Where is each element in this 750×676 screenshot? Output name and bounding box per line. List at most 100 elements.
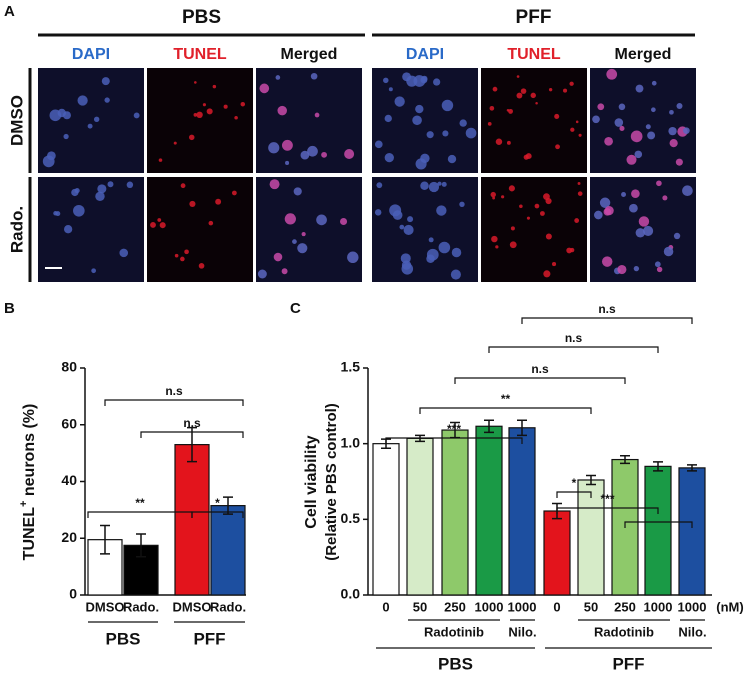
- cell: [402, 72, 411, 82]
- group-label: PBS: [438, 654, 473, 673]
- significance-label: n.s: [531, 362, 549, 376]
- cell: [526, 216, 530, 220]
- significance-bracket: [556, 507, 659, 514]
- cell: [656, 266, 663, 273]
- x-tick-label: 1000: [678, 599, 707, 614]
- cell: [107, 181, 114, 188]
- cell: [465, 127, 477, 139]
- column-label: TUNEL: [507, 46, 561, 63]
- x-tick-label: 250: [444, 599, 466, 614]
- significance-label: n.s: [183, 416, 201, 430]
- cell: [420, 181, 429, 190]
- cell: [374, 209, 382, 216]
- cell: [184, 249, 189, 255]
- significance-bracket: [488, 346, 659, 353]
- cell: [126, 181, 134, 189]
- bar: [210, 505, 246, 596]
- cell: [570, 127, 575, 132]
- x-tick-label: DMSO: [173, 599, 212, 614]
- cell: [196, 111, 203, 119]
- significance-bracket: [521, 317, 693, 324]
- cell: [281, 139, 293, 151]
- cell: [645, 124, 651, 130]
- cell: [606, 68, 618, 80]
- cell: [407, 216, 414, 223]
- error-bar: [620, 455, 630, 465]
- cell: [506, 108, 510, 112]
- cell: [384, 152, 394, 163]
- cell: [157, 218, 162, 222]
- cell: [307, 145, 318, 157]
- cell: [631, 189, 640, 199]
- cell: [223, 104, 228, 109]
- cell: [174, 253, 179, 258]
- cell: [310, 72, 318, 80]
- x-tick-label: Rado.: [210, 599, 246, 614]
- cell: [630, 130, 643, 143]
- cell: [285, 160, 290, 165]
- cell: [647, 131, 656, 140]
- cell: [489, 105, 495, 111]
- cell: [539, 211, 545, 216]
- cell: [683, 127, 690, 134]
- cell: [578, 133, 582, 137]
- cell: [614, 118, 624, 127]
- cell: [189, 134, 195, 141]
- micrograph: [38, 177, 144, 282]
- cell: [119, 248, 129, 258]
- x-tick-label: Rado.: [123, 599, 159, 614]
- cell: [651, 107, 656, 113]
- cell: [415, 104, 424, 114]
- cell: [412, 115, 422, 126]
- cell: [292, 239, 297, 244]
- cell: [543, 270, 551, 278]
- subgroup-label: Radotinib: [424, 624, 484, 639]
- cell: [273, 252, 283, 262]
- cell: [206, 108, 213, 115]
- cell: [545, 197, 552, 205]
- cell: [344, 149, 355, 160]
- panel-label: B: [4, 300, 15, 317]
- micrograph: [147, 68, 253, 173]
- cell: [459, 119, 467, 127]
- column-label: DAPI: [406, 46, 444, 63]
- bar: [508, 427, 536, 596]
- cell: [535, 102, 538, 105]
- y-axis-label: TUNEL+ neurons (%): [18, 404, 38, 561]
- cell: [376, 182, 383, 189]
- bar: [577, 479, 605, 596]
- bar: [174, 444, 210, 596]
- cell: [516, 75, 520, 78]
- cell: [656, 180, 662, 187]
- cell: [426, 131, 434, 139]
- cell: [95, 191, 105, 202]
- cell: [554, 113, 560, 119]
- y-tick-label: 80: [61, 359, 77, 375]
- cell: [97, 184, 107, 194]
- cell: [545, 233, 552, 240]
- row-label: DMSO: [7, 95, 26, 146]
- cell: [321, 151, 327, 158]
- cell: [297, 243, 308, 254]
- y-tick-label: 60: [61, 415, 77, 431]
- cell: [277, 105, 287, 116]
- cell: [426, 254, 435, 264]
- micrograph: [481, 177, 587, 282]
- bar: [441, 429, 469, 596]
- error-bar: [586, 474, 596, 486]
- cell: [173, 141, 177, 145]
- significance-bracket: [624, 521, 693, 528]
- significance-bracket: [191, 511, 244, 518]
- cell: [520, 88, 527, 94]
- cell: [268, 142, 280, 154]
- cell: [234, 116, 238, 120]
- cell: [208, 220, 214, 226]
- cell: [682, 185, 693, 197]
- cell: [597, 103, 605, 111]
- cell: [441, 181, 447, 187]
- cell: [316, 214, 327, 226]
- y-tick-label: 0: [69, 586, 77, 602]
- error-bar: [136, 533, 146, 558]
- cell: [451, 247, 462, 258]
